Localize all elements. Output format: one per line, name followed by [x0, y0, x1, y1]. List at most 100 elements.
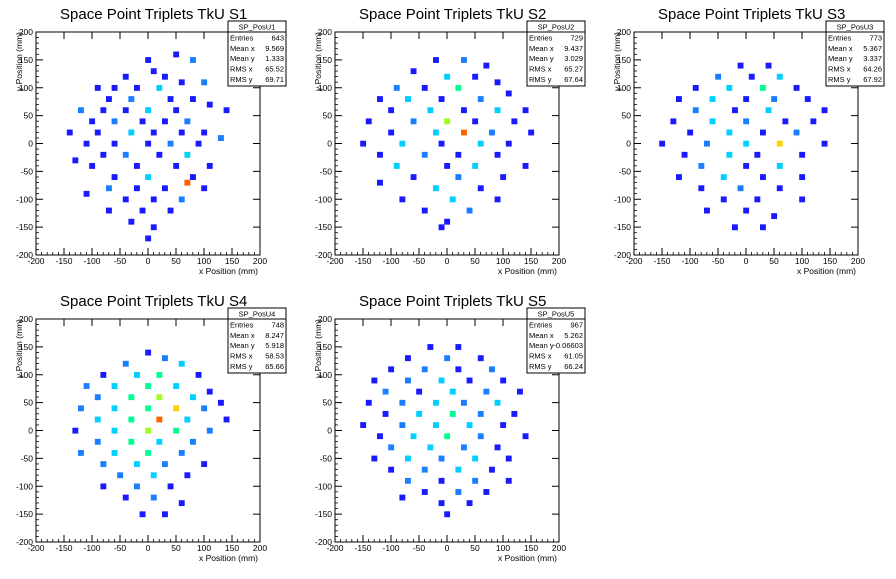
- y-tick-label: 150: [19, 55, 33, 65]
- heatmap-cell: [472, 73, 479, 80]
- heatmap-cell: [489, 129, 495, 136]
- heatmap-cell: [399, 422, 406, 429]
- y-tick-label: -200: [315, 250, 332, 260]
- heatmap-cell: [449, 388, 456, 395]
- stats-label: RMS y: [230, 362, 253, 371]
- heatmap-cell: [360, 140, 367, 147]
- y-tick-label: -50: [619, 166, 632, 176]
- heatmap-cell: [399, 140, 406, 147]
- y-tick-label: 0: [28, 426, 33, 436]
- chart-panel-4: Space Point Triplets TkU S4 -200 -150 -100 -…: [0, 287, 298, 574]
- heatmap-cell: [106, 207, 112, 214]
- y-tick-label: -100: [614, 194, 631, 204]
- heatmap-cell: [444, 511, 451, 518]
- heatmap-cell: [393, 163, 400, 169]
- heatmap-cell: [461, 57, 467, 63]
- x-tick-label: 50: [470, 256, 480, 266]
- stats-value: 8.247: [265, 331, 284, 340]
- stats-label: Entries: [230, 33, 254, 42]
- y-axis-label: y Position (mm): [14, 32, 24, 91]
- stats-name: SP_PosU5: [538, 310, 575, 319]
- heatmap-cell: [145, 107, 152, 114]
- stats-value: 748: [271, 320, 284, 329]
- heatmap-cell: [477, 96, 484, 102]
- heatmap-cell: [78, 107, 84, 114]
- heatmap-cell: [156, 438, 163, 445]
- heatmap-cell: [732, 224, 738, 231]
- y-tick-label: 50: [323, 398, 333, 408]
- heatmap-cell: [184, 416, 191, 423]
- stats-value: 3.337: [863, 54, 882, 63]
- stats-label: Mean x: [828, 44, 853, 53]
- heatmap-cell: [156, 394, 163, 401]
- heatmap-cell: [494, 399, 501, 406]
- y-axis-label: y Position (mm): [313, 32, 323, 91]
- stats-label: Mean y: [529, 341, 554, 350]
- heatmap-cell: [145, 427, 152, 434]
- stats-label: RMS x: [828, 65, 851, 74]
- heatmap-cell: [782, 118, 789, 125]
- x-tick-label: 0: [146, 256, 151, 266]
- heatmap-cell: [455, 489, 462, 495]
- heatmap-cell: [399, 399, 406, 406]
- heatmap-cell: [405, 377, 411, 384]
- x-axis-label: x Position (mm): [797, 266, 856, 276]
- chart-title: Space Point Triplets TkU S4: [60, 293, 247, 310]
- chart-title: Space Point Triplets TkU S3: [658, 6, 845, 23]
- heatmap-cell: [201, 129, 208, 136]
- x-tick-label: -100: [83, 256, 100, 266]
- heatmap-cell: [122, 107, 129, 114]
- stats-label: Mean y: [230, 341, 255, 350]
- heatmap-cell: [427, 444, 434, 451]
- stats-value: 64.26: [863, 65, 882, 74]
- heatmap-cell: [810, 118, 817, 125]
- heatmap-cell: [106, 96, 112, 102]
- heatmap-cell: [134, 84, 140, 91]
- y-tick-label: -150: [614, 222, 631, 232]
- heatmap-cell: [399, 494, 406, 501]
- stats-label: Mean y: [828, 54, 853, 63]
- heatmap-cell: [190, 174, 196, 181]
- stats-value: -0.06603: [553, 341, 583, 350]
- heatmap-cell: [461, 444, 467, 451]
- x-tick-label: 0: [146, 543, 151, 553]
- y-tick-label: -150: [16, 222, 33, 232]
- y-tick-label: -200: [16, 537, 33, 547]
- heatmap-cell: [128, 96, 135, 102]
- heatmap-cell: [743, 96, 750, 102]
- heatmap-cell: [821, 107, 828, 114]
- heatmap-cell: [382, 388, 389, 395]
- heatmap-cell: [528, 129, 535, 136]
- x-axis-label: x Position (mm): [498, 266, 557, 276]
- heatmap-cell: [410, 433, 417, 440]
- x-axis-label: x Position (mm): [199, 266, 258, 276]
- heatmap-cell: [472, 163, 479, 169]
- stats-label: RMS y: [230, 75, 253, 84]
- heatmap-cell: [184, 179, 191, 186]
- stats-label: RMS x: [230, 352, 253, 361]
- heatmap-cell: [111, 174, 118, 181]
- heatmap-cell: [83, 190, 90, 197]
- heatmap-cell: [505, 455, 512, 462]
- heatmap-cell: [670, 118, 677, 125]
- x-tick-label: -50: [114, 256, 127, 266]
- heatmap-cell: [223, 416, 230, 423]
- y-tick-label: -100: [16, 481, 33, 491]
- y-tick-label: 200: [19, 314, 33, 324]
- y-tick-label: -50: [21, 166, 34, 176]
- heatmap-cell: [494, 79, 501, 86]
- heatmap-cell: [692, 107, 699, 114]
- heatmap-cell: [455, 466, 462, 473]
- y-tick-label: 100: [318, 83, 332, 93]
- x-tick-label: 50: [171, 256, 181, 266]
- y-tick-label: -150: [315, 509, 332, 519]
- stats-value: 1.333: [265, 54, 284, 63]
- y-tick-label: 100: [19, 370, 33, 380]
- heatmap-cell: [709, 118, 716, 125]
- x-tick-label: -150: [55, 256, 72, 266]
- y-axis-label: y Position (mm): [313, 319, 323, 378]
- y-tick-label: -100: [315, 194, 332, 204]
- heatmap-cell: [134, 185, 140, 192]
- stats-label: Entries: [828, 33, 852, 42]
- heatmap-cell: [89, 163, 96, 169]
